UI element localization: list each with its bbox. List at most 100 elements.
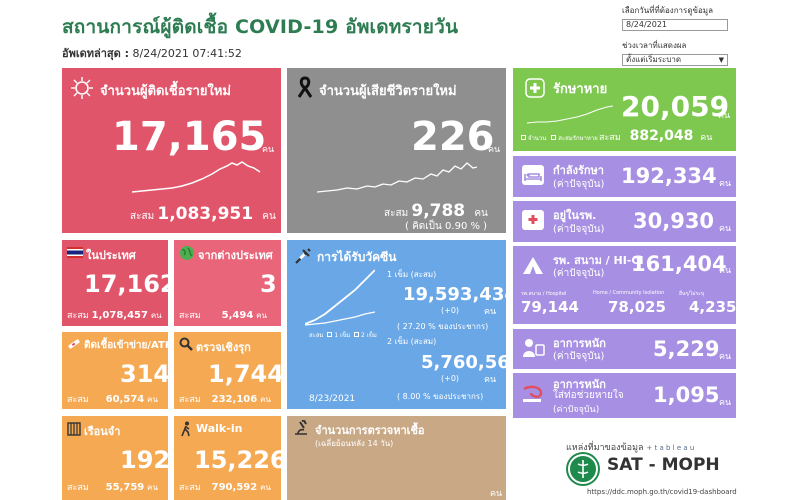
last-updated-label: อัพเดทล่าสุด : <box>62 47 130 60</box>
date-filter-input[interactable]: 8/24/2021 <box>622 19 728 31</box>
vaccine-dose1-delta: (+0) <box>441 306 460 315</box>
vaccine-dose2-label: 2 เข็ม (สะสม) <box>387 337 437 346</box>
in-hospital-card[interactable]: อยู่ในรพ. (ค่าปัจจุบัน) 30,930 คน <box>513 201 736 242</box>
globe-icon <box>180 246 194 260</box>
ventilator-title-2: ใส่ท่อช่วยหายใจ <box>553 390 624 401</box>
field-hospital-subtitle: (ค่าปัจจุบัน) <box>553 268 605 279</box>
imported-total: สะสม 5,494 คน <box>179 308 267 322</box>
severe-card[interactable]: อาการหนัก (ค่าปัจจุบัน) 5,229 คน <box>513 329 736 369</box>
vaccine-legend: สะสม 1 เข็ม 2 เข็ม <box>309 330 377 340</box>
imported-card[interactable]: จากต่างประเทศ 3 สะสม 5,494 คน <box>174 240 281 326</box>
proactive-total: สะสม 232,106 คน <box>179 392 271 406</box>
thai-flag-icon <box>67 247 83 258</box>
vaccine-legend-swatch-2 <box>354 332 360 337</box>
field-hospital-sub2-value: 78,025 <box>608 298 666 316</box>
domestic-card[interactable]: ในประเทศ 17,162 สะสม 1,078,457 คน <box>62 240 168 326</box>
domestic-total-value: 1,078,457 <box>91 310 148 321</box>
ribbon-icon <box>297 76 313 98</box>
deaths-total-label: สะสม <box>384 208 409 219</box>
patient-monitor-icon <box>523 339 545 357</box>
imported-value: 3 <box>260 270 277 298</box>
walkin-total: สะสม 790,592 คน <box>179 480 271 494</box>
range-filter-select[interactable]: ตั้งแต่เริ่มระบาด ▼ <box>622 54 728 66</box>
vaccine-dose1-value: 19,593,434 <box>403 284 506 305</box>
domestic-total-label: สะสม <box>67 311 89 321</box>
in-hospital-title: อยู่ในรพ. <box>553 209 597 222</box>
vaccine-dose1-label: 1 เข็ม (สะสม) <box>387 270 437 279</box>
recovered-unit: คน <box>718 111 731 121</box>
tests-title: จำนวนการตรวจหาเชื้อ <box>315 424 425 437</box>
atk-title: ติดเชื้อเข้าข่าย/ATK <box>84 340 168 351</box>
tent-icon <box>523 257 543 274</box>
deaths-total-unit: คน <box>474 208 488 219</box>
deaths-total-value: 9,788 <box>411 201 466 221</box>
proactive-title: ตรวจเชิงรุก <box>196 341 251 354</box>
vaccine-legend-d1: 1 เข็ม <box>334 332 351 339</box>
walkin-total-value: 790,592 <box>211 482 258 493</box>
vaccine-dose2-delta: (+0) <box>441 374 460 383</box>
atk-card[interactable]: ติดเชื้อเข้าข่าย/ATK 314 สะสม 60,574 คน <box>62 332 168 409</box>
recovered-sparkline <box>527 105 613 124</box>
imported-total-label: สะสม <box>179 311 201 321</box>
recovered-total-unit: คน <box>700 133 713 143</box>
recovered-total: สะสม 882,048 คน <box>599 128 712 144</box>
atk-total-unit: คน <box>147 395 158 404</box>
new-cases-total: สะสม 1,083,951 คน <box>130 204 276 224</box>
tests-unit: คน <box>490 489 503 499</box>
in-hospital-value: 30,930 <box>633 209 715 233</box>
field-hospital-card[interactable]: รพ. สนาม / HI-CI (ค่าปัจจุบัน) 161,404 ค… <box>513 246 736 324</box>
page-title: สถานการณ์ผู้ติดเชื้อ COVID-19 อัพเดทรายว… <box>62 16 459 38</box>
proactive-total-label: สะสม <box>179 395 201 405</box>
new-cases-title: จำนวนผู้ติดเชื้อรายใหม่ <box>100 84 231 99</box>
ventilator-unit: คน <box>719 398 732 408</box>
recovered-value: 20,059 <box>621 90 730 123</box>
syringe-icon <box>295 248 311 264</box>
new-cases-total-label: สะสม <box>130 211 155 222</box>
walkin-title: Walk-in <box>196 422 243 435</box>
tests-card[interactable]: จำนวนการตรวจหาเชื้อ (เฉลี่ยย้อนหลัง 14 ว… <box>287 416 506 500</box>
new-cases-total-unit: คน <box>262 211 276 222</box>
source-url[interactable]: https://ddc.moph.go.th/covid19-dashboard <box>587 488 737 496</box>
prison-title: เรือนจำ <box>84 425 121 438</box>
vaccine-dose2-unit: คน <box>484 375 497 385</box>
recovered-card[interactable]: รักษาหาย 20,059 คน จำนวน สะสมรักษาหาย สะ… <box>513 68 736 151</box>
atk-total-label: สะสม <box>67 395 89 405</box>
in-hospital-unit: คน <box>719 224 732 234</box>
ventilator-subtitle: (ค่าปัจจุบัน) <box>553 405 600 415</box>
domestic-total-unit: คน <box>150 311 162 320</box>
virus-icon <box>71 77 93 99</box>
tests-subtitle: (เฉลี่ยย้อนหลัง 14 วัน) <box>315 439 394 448</box>
data-source-label: แหล่งที่มาของข้อมูล + t a b l e a u <box>566 440 694 454</box>
org-name: SAT - MOPH <box>607 455 720 475</box>
microscope-icon <box>295 420 307 435</box>
deaths-percent: ( คิดเป็น 0.90 % ) <box>405 221 488 232</box>
ventilator-icon <box>523 385 543 402</box>
severe-title: อาการหนัก <box>553 337 606 350</box>
deaths-card[interactable]: จำนวนผู้เสียชีวิตรายใหม่ 226 คน สะสม 9,7… <box>287 68 506 233</box>
imported-total-value: 5,494 <box>221 310 254 321</box>
vaccine-card[interactable]: การได้รับวัคซีน สะสม 1 เข็ม 2 เข็ม 1 เข็… <box>287 240 506 409</box>
proactive-value: 1,744 <box>208 360 281 388</box>
walkin-card[interactable]: Walk-in 15,226 สะสม 790,592 คน <box>174 416 281 500</box>
range-filter-label: ช่วงเวลาที่แสดงผล <box>622 41 687 50</box>
prison-value: 192 <box>120 446 168 474</box>
field-hospital-sub1-label: รพ.สนาม / Hospitel <box>521 291 567 297</box>
recovered-legend-cumulative: สะสมรักษาหาย <box>558 135 598 142</box>
ventilator-value: 1,095 <box>653 383 720 407</box>
date-filter-label: เลือกวันที่ที่ต้องการดูข้อมูล <box>622 6 713 15</box>
field-hospital-sub3-label: อื่นๆ/ไม่ระบุ <box>679 291 705 297</box>
ventilator-card[interactable]: อาการหนัก ใส่ท่อช่วยหายใจ (ค่าปัจจุบัน) … <box>513 373 736 418</box>
filters-panel: เลือกวันที่ที่ต้องการดูข้อมูล 8/24/2021 … <box>622 4 730 74</box>
test-kit-icon <box>68 339 80 349</box>
prison-bars-icon <box>67 422 81 436</box>
severe-subtitle: (ค่าปัจจุบัน) <box>553 351 605 362</box>
vaccine-dose2-value: 5,760,567 <box>421 352 506 373</box>
proactive-card[interactable]: ตรวจเชิงรุก 1,744 สะสม 232,106 คน <box>174 332 281 409</box>
tableau-logo: + t a b l e a u <box>646 444 695 452</box>
severe-unit: คน <box>719 352 732 362</box>
vaccine-legend-swatch-1 <box>327 332 333 337</box>
prison-card[interactable]: เรือนจำ 192 สะสม 55,759 คน <box>62 416 168 500</box>
proactive-total-unit: คน <box>260 395 271 404</box>
new-cases-card[interactable]: จำนวนผู้ติดเชื้อรายใหม่ 17,165 คน สะสม 1… <box>62 68 281 233</box>
in-treatment-card[interactable]: กำลังรักษา (ค่าปัจจุบัน) 192,334 คน <box>513 156 736 197</box>
